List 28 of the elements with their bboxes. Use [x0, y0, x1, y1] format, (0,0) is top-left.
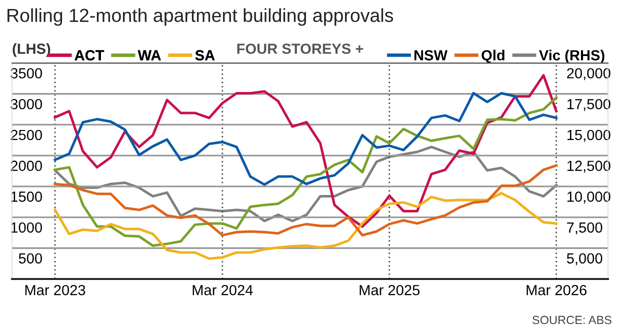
- y-tick-label: 1000: [11, 222, 42, 233]
- y-tick-label: 1500: [11, 192, 42, 202]
- y2-tick-label: 20,000: [567, 68, 610, 80]
- y-tick-label: 3000: [10, 98, 42, 110]
- x-tick-label: Mar 2023: [25, 284, 86, 296]
- legend-label: WA: [138, 50, 161, 60]
- x-tick-label: Mar 2026: [526, 284, 586, 296]
- legend-label: Qld: [482, 50, 504, 64]
- legend-label: SA: [195, 50, 215, 60]
- y-axis-title: (LHS): [12, 43, 50, 57]
- y2-tick-label: 5,000: [566, 253, 602, 266]
- y-tick-label: 2500: [10, 130, 42, 140]
- y2-tick-label: 15,000: [567, 130, 610, 142]
- legend-label: Vic (RHS): [538, 50, 604, 64]
- legend-label: ACT: [74, 50, 104, 60]
- chart-subtitle: FOUR STOREYS +: [237, 44, 364, 54]
- y2-tick-label: 12,500: [567, 160, 610, 173]
- y2-tick-label: 7,500: [567, 222, 602, 234]
- y2-tick-label: 17,500: [567, 98, 610, 112]
- y-tick-label: 3500: [10, 68, 42, 78]
- chart-title: Rolling 12-month apartment building approvals: [8, 8, 394, 26]
- legend-label: NSW: [414, 50, 448, 60]
- x-tick-label: Mar 2025: [360, 284, 420, 296]
- y-tick-label: 2000: [10, 160, 42, 171]
- x-tick-label: Mar 2024: [192, 284, 253, 296]
- y-tick-label: 500: [18, 253, 42, 264]
- source-note: SOURCE: ABS: [532, 316, 612, 324]
- y2-tick-label: 10,000: [567, 192, 610, 204]
